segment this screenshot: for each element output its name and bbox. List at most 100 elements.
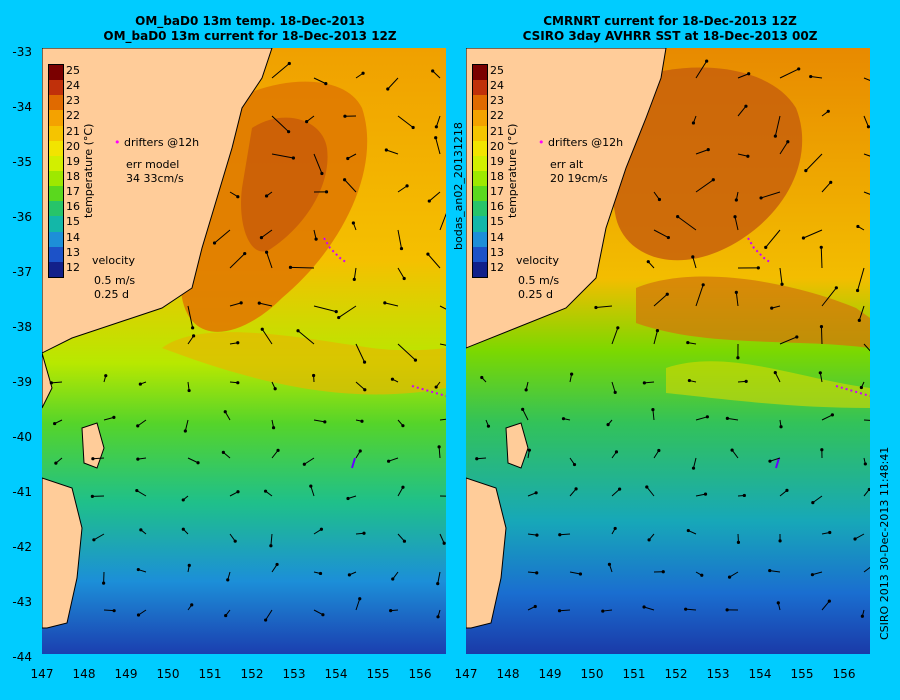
- run-id-label: bodas_an02_20131218: [452, 122, 465, 250]
- current-vector-head: [734, 198, 738, 202]
- current-vector-arrow: [187, 335, 195, 345]
- current-vector-head: [287, 130, 291, 134]
- current-vector-arrow: [821, 181, 832, 193]
- colorbar-cell: [473, 95, 487, 111]
- current-vector-head: [651, 408, 655, 412]
- current-vector-head: [302, 462, 306, 466]
- current-vector-head: [288, 265, 293, 269]
- current-vector-head: [239, 301, 243, 305]
- left-err-values: 34 33cm/s: [126, 172, 184, 185]
- current-vector-head: [797, 67, 801, 71]
- current-vector-arrow: [727, 417, 739, 421]
- right-warm-eddy: [604, 67, 803, 261]
- current-vector-head: [360, 419, 364, 423]
- current-vector-head: [386, 87, 390, 91]
- current-vector-arrow: [863, 77, 870, 82]
- current-vector-arrow: [92, 457, 105, 460]
- current-vector-head: [725, 416, 729, 420]
- current-vector-arrow: [677, 216, 697, 231]
- current-vector-head: [276, 448, 280, 452]
- current-vector-arrow: [695, 493, 706, 497]
- current-vector-head: [730, 448, 734, 452]
- current-vector-arrow: [731, 449, 739, 459]
- right-drifter-track-1: [747, 237, 772, 264]
- current-vector-head: [734, 290, 738, 295]
- current-vector-head: [224, 613, 228, 618]
- current-vector-head: [319, 527, 324, 531]
- current-vector-arrow: [355, 381, 366, 391]
- current-vector-head: [773, 134, 777, 138]
- current-vector-head: [855, 288, 860, 293]
- right-title-line1: CMRNRT current for 18-Dec-2013 12Z: [543, 14, 797, 28]
- right-colorbar-ticks: 25 24 23 22 21 20 19 18 17 16 15 14 13 12: [490, 63, 510, 277]
- colorbar-cell: [49, 155, 63, 171]
- current-vector-arrow: [261, 328, 273, 345]
- current-vector-head: [711, 178, 715, 182]
- current-vector-arrow: [266, 252, 273, 269]
- current-vector-head: [312, 373, 316, 378]
- colorbar-cell: [473, 170, 487, 187]
- current-vector-head: [49, 381, 53, 385]
- current-vector-arrow: [397, 267, 405, 279]
- current-vector-arrow: [184, 419, 189, 432]
- current-vector-head: [856, 224, 860, 229]
- current-vector-head: [321, 613, 325, 617]
- current-vector-arrow: [643, 606, 655, 611]
- current-vector-arrow: [769, 570, 781, 573]
- current-vector-head: [684, 607, 688, 611]
- current-vector-arrow: [439, 343, 446, 346]
- current-vector-head: [413, 358, 418, 362]
- current-vector-head: [827, 599, 831, 603]
- current-vector-head: [863, 462, 867, 466]
- longitude-tick-label: 152: [240, 667, 264, 681]
- colorbar-cell: [473, 231, 487, 247]
- current-vector-arrow: [729, 571, 739, 578]
- current-vector-head: [236, 195, 240, 199]
- current-vector-arrow: [214, 229, 231, 244]
- current-vector-arrow: [229, 302, 242, 307]
- longitude-tick-label: 154: [748, 667, 772, 681]
- current-vector-arrow: [695, 416, 708, 421]
- longitude-tick-label: 151: [198, 667, 222, 681]
- current-vector-head: [401, 485, 405, 489]
- current-vector-head: [742, 493, 746, 498]
- current-vector-arrow: [310, 485, 315, 497]
- current-vector-arrow: [388, 457, 399, 462]
- current-vector-arrow: [692, 256, 697, 269]
- right-err-box: err alt 20 19cm/s: [550, 158, 608, 186]
- colorbar-tick-label: 16: [66, 200, 80, 214]
- current-vector-head: [196, 461, 200, 465]
- current-vector-head: [346, 496, 350, 501]
- current-vector-arrow: [734, 216, 739, 231]
- current-vector-head: [296, 329, 300, 333]
- current-vector-head: [795, 335, 799, 339]
- longitude-tick-label: 150: [580, 667, 604, 681]
- current-vector-head: [661, 570, 665, 574]
- colorbar-tick-label: 21: [66, 124, 80, 138]
- current-vector-head: [768, 568, 772, 573]
- current-vector-head: [480, 375, 484, 380]
- current-vector-arrow: [387, 77, 399, 90]
- current-vector-arrow: [427, 253, 441, 269]
- current-vector-head: [705, 415, 709, 419]
- current-vector-head: [475, 457, 479, 461]
- current-vector-head: [570, 372, 574, 376]
- current-vector-arrow: [812, 495, 823, 504]
- current-vector-head: [223, 410, 227, 414]
- left-drifter-track-1: [323, 237, 348, 264]
- current-vector-head: [613, 526, 617, 531]
- colorbar-tick-label: 25: [66, 64, 80, 77]
- latitude-tick-label: -42: [12, 540, 32, 554]
- colorbar-tick-label: 20: [490, 139, 504, 153]
- colorbar-tick-label: 24: [490, 79, 504, 93]
- current-vector-head: [736, 540, 741, 544]
- current-vector-head: [411, 125, 415, 130]
- current-vector-head: [811, 501, 815, 505]
- current-vector-head: [686, 528, 690, 533]
- current-vector-head: [744, 379, 748, 383]
- latitude-tick-label: -44: [12, 650, 32, 664]
- left-land-coast: [42, 352, 53, 409]
- current-vector-head: [572, 462, 577, 467]
- current-vector-arrow: [863, 566, 870, 573]
- current-vector-head: [867, 487, 870, 492]
